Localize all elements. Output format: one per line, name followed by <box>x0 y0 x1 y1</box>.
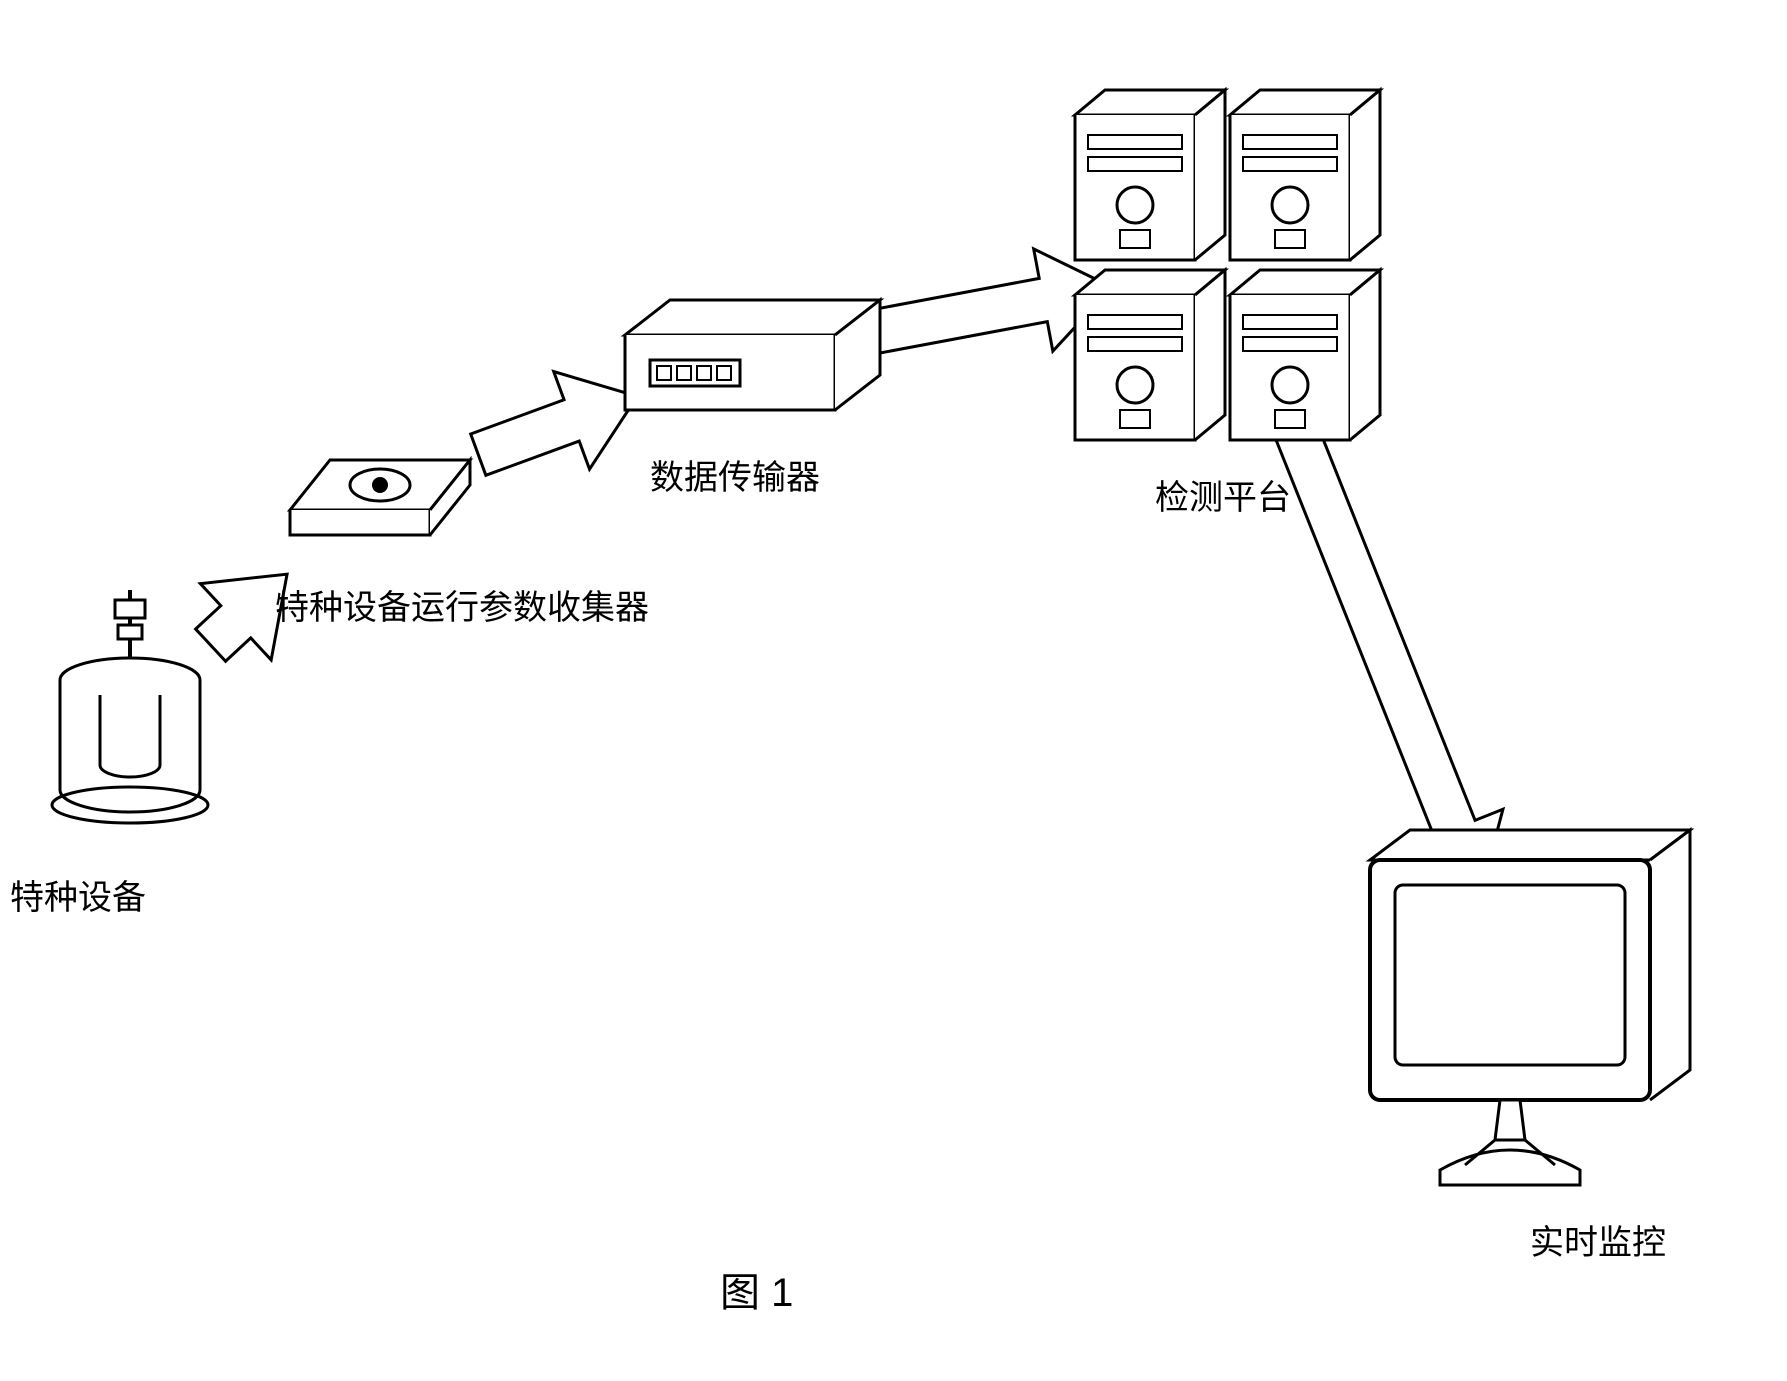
monitor-icon <box>1370 830 1690 1185</box>
platform-label: 检测平台 <box>1155 470 1291 519</box>
equipment-icon <box>52 590 208 823</box>
arrow-transmitter-to-platform <box>849 236 1122 386</box>
platform-icon <box>1075 90 1380 440</box>
figure-caption: 图 1 <box>720 1260 793 1318</box>
transmitter-label: 数据传输器 <box>650 450 820 499</box>
arrow-platform-to-monitor <box>1222 348 1528 913</box>
arrow-collector-to-transmitter <box>460 347 655 503</box>
equipment-label: 特种设备 <box>10 870 146 919</box>
collector-label: 特种设备运行参数收集器 <box>275 580 649 629</box>
monitor-label: 实时监控 <box>1530 1215 1666 1264</box>
collector-icon <box>290 460 470 535</box>
transmitter-icon <box>625 300 880 410</box>
diagram-canvas <box>0 0 1787 1381</box>
